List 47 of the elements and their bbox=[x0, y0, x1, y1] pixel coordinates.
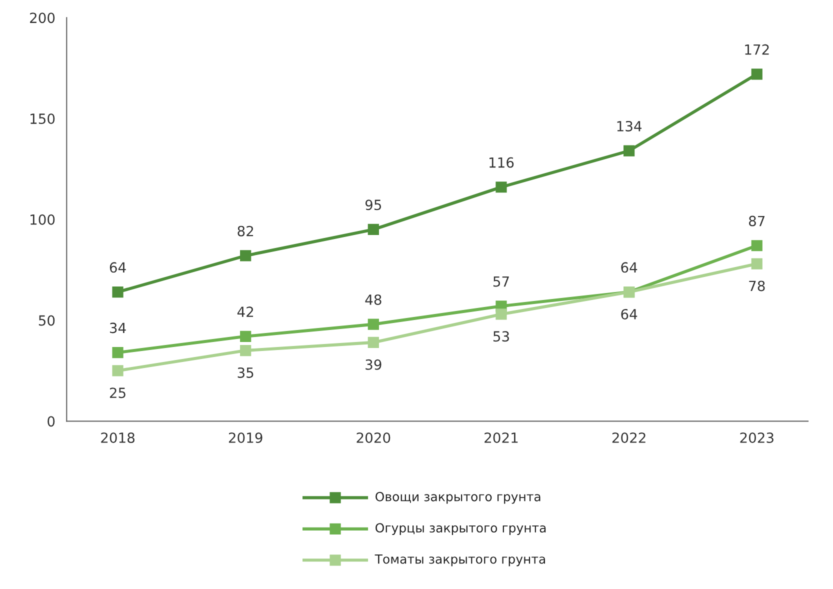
y-tick-label: 150 bbox=[30, 114, 55, 124]
data-label: 42 bbox=[237, 306, 254, 317]
point bbox=[751, 68, 762, 80]
data-label: 95 bbox=[365, 200, 382, 210]
data-label: 64 bbox=[110, 262, 126, 273]
point bbox=[751, 240, 762, 252]
x-tick-label: 2018 bbox=[101, 432, 134, 443]
data-label: 87 bbox=[748, 216, 765, 226]
data-label: 57 bbox=[493, 276, 509, 287]
data-label: 53 bbox=[493, 331, 509, 342]
data-label: 172 bbox=[745, 44, 769, 55]
point bbox=[368, 224, 379, 236]
legend-label: Овощи закрытого грунта bbox=[376, 492, 540, 504]
point bbox=[496, 308, 507, 320]
legend-label: Томаты закрытого грунта bbox=[374, 554, 546, 566]
point bbox=[624, 145, 635, 156]
data-label: 35 bbox=[238, 367, 254, 378]
data-label: 25 bbox=[110, 388, 126, 398]
point bbox=[112, 286, 124, 298]
data-label: 39 bbox=[366, 359, 382, 370]
data-label: 64 bbox=[621, 308, 638, 320]
point bbox=[496, 182, 507, 193]
data-label: 78 bbox=[749, 280, 765, 292]
data-label: 34 bbox=[110, 322, 126, 334]
y-tick-label: 200 bbox=[30, 12, 55, 24]
y-tick-label: 50 bbox=[38, 315, 55, 326]
point bbox=[240, 344, 252, 356]
point bbox=[240, 330, 252, 342]
x-tick-label: 2022 bbox=[612, 432, 646, 443]
point bbox=[751, 258, 762, 270]
x-tick-label: 2019 bbox=[228, 432, 262, 443]
x-tick-label: 2023 bbox=[740, 432, 774, 443]
data-label: 48 bbox=[365, 294, 382, 305]
data-label: 134 bbox=[617, 120, 642, 132]
point bbox=[112, 346, 124, 358]
point bbox=[368, 336, 379, 348]
point bbox=[240, 250, 252, 262]
point bbox=[368, 318, 379, 330]
data-label: 116 bbox=[490, 157, 514, 168]
data-label: 82 bbox=[238, 226, 254, 236]
point bbox=[112, 365, 124, 376]
x-tick-label: 2020 bbox=[356, 432, 390, 443]
y-tick-label: 0 bbox=[48, 416, 55, 427]
legend-label: Огурцы закрытого грунта bbox=[376, 523, 546, 535]
y-tick-label: 100 bbox=[30, 214, 55, 225]
data-label: 64 bbox=[621, 262, 638, 273]
x-tick-label: 2021 bbox=[484, 432, 518, 443]
